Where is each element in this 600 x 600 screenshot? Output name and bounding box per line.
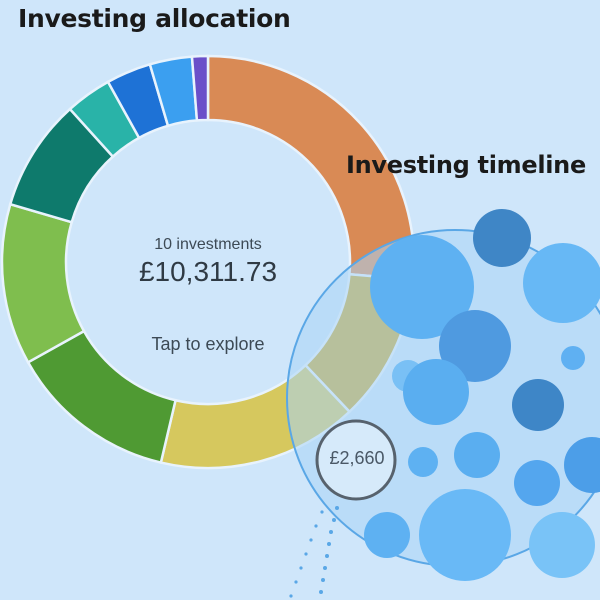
selected-investment-bubble[interactable] [315,419,397,501]
investing-timeline-title: Investing timeline [346,151,586,179]
timeline-bubble[interactable] [439,310,511,382]
allocation-segment-10[interactable] [190,54,210,122]
timeline-dotted-trail [289,506,339,598]
timeline-bubble[interactable] [454,432,500,478]
timeline-bubble[interactable] [370,235,474,339]
timeline-bubble[interactable] [403,359,469,425]
allocation-segment-5[interactable] [0,202,86,364]
timeline-bubble[interactable] [473,209,531,267]
timeline-bubble[interactable] [564,437,600,493]
timeline-bubble[interactable] [561,346,585,370]
timeline-bubble[interactable] [419,489,511,581]
portfolio-total-value: £10,311.73 [138,256,278,287]
timeline-bubble[interactable] [514,460,560,506]
timeline-bubble[interactable] [512,379,564,431]
investing-timeline-bubble-cluster[interactable] [286,209,600,598]
tap-to-explore-link[interactable]: Tap to explore [151,334,265,354]
selected-amount-label: £2,660 [329,448,385,468]
investments-count: 10 investments [154,236,262,253]
investing-allocation-title: Investing allocation [18,4,291,33]
timeline-bubble[interactable] [408,447,438,477]
timeline-bubble[interactable] [364,512,410,558]
timeline-bubble[interactable] [523,243,600,323]
timeline-bubble[interactable] [529,512,595,578]
